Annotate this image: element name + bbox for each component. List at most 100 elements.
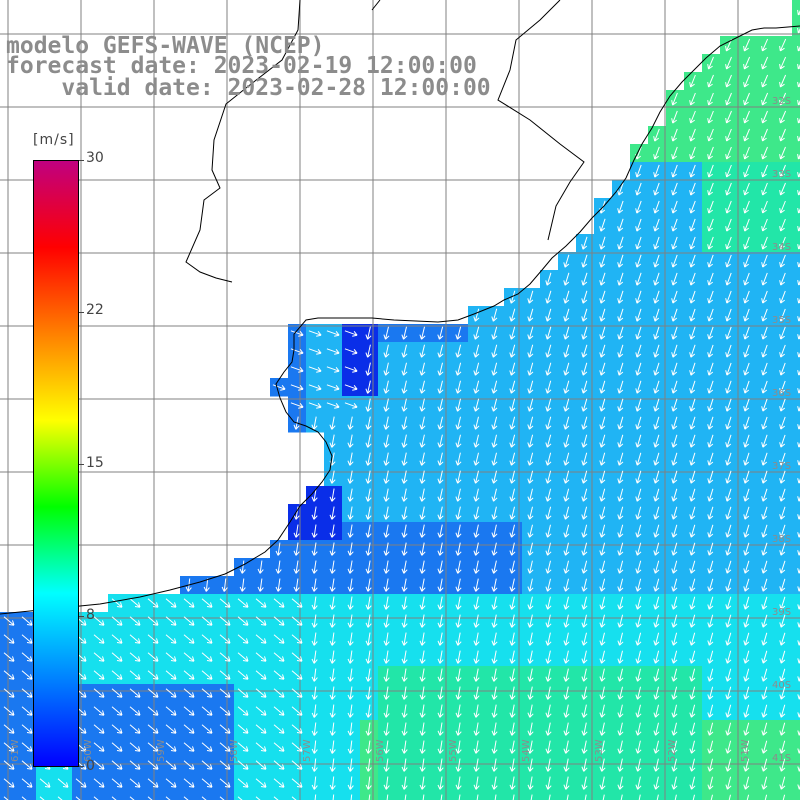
wind-arrow [311,668,318,682]
wind-arrow [237,706,249,716]
wind-arrow [707,110,714,124]
wind-arrow [237,688,249,698]
wind-arrow [689,380,696,394]
wind-arrow [147,796,153,800]
wind-arrow [545,578,552,592]
wind-arrow [581,506,588,520]
wind-arrow [273,688,285,698]
wind-arrow [707,668,714,682]
wind-arrow [455,488,462,502]
wind-arrow [671,722,678,736]
wind-arrow [563,326,570,340]
wind-arrow [401,506,408,520]
wind-arrow [527,632,534,646]
colorbar-tick-label: 0 [86,758,95,774]
wind-arrow [21,688,33,698]
wind-arrow [401,362,408,376]
wind-speed-cell [792,216,800,235]
wind-arrow [509,506,516,520]
wind-arrow [473,524,480,538]
wind-arrow [725,578,732,592]
wind-arrow [491,380,498,394]
wind-arrow [671,416,678,430]
longitude-label: 60W [83,739,94,762]
wind-arrow [437,542,444,556]
forecast-date: forecast date: 2023-02-19 12:00:00 [6,53,477,79]
wind-arrow [635,650,642,664]
wind-arrow [653,380,660,394]
wind-arrow [617,506,624,520]
wind-arrow [401,524,408,538]
wind-arrow [419,470,426,484]
wind-arrow [653,776,660,790]
wind-arrow [255,670,267,680]
longitude-labels: 61W 60W 59W 58W 57W 56W 55W 54W 53W 52W 51W [10,739,751,762]
wind-arrow [509,344,516,358]
wind-arrow [710,794,713,800]
wind-arrow [545,650,552,664]
wind-speed-cell [126,792,145,800]
wind-arrow [635,326,642,340]
wind-arrow [725,488,732,502]
wind-arrow [291,706,303,716]
wind-arrow [635,344,642,358]
wind-arrow [491,650,498,664]
wind-arrow [599,668,606,682]
wind-arrow [509,542,516,556]
wind-arrow [527,704,534,718]
wind-arrow [329,722,336,736]
wind-arrow [473,308,480,322]
wind-arrow [347,578,354,592]
wind-arrow [797,280,800,286]
wind-arrow [437,470,444,484]
wind-speed-cell [792,0,800,19]
wind-arrow [545,596,552,610]
wind-arrow [383,758,390,772]
wind-arrow [617,434,624,448]
wind-arrow [437,722,444,736]
wind-arrow [689,542,696,556]
wind-arrow [599,632,606,646]
wind-arrow [419,326,426,340]
wind-arrow [563,614,570,628]
model-title: modelo GEFS-WAVE (NCEP) [6,33,325,59]
wind-arrow [707,164,714,178]
wind-arrow [581,758,588,772]
wind-arrow [293,524,300,538]
wind-arrow [671,704,678,718]
wind-arrow [491,524,498,538]
wind-arrow [491,686,498,700]
wind-arrow [617,740,624,754]
wind-arrow [689,488,696,502]
latitude-label: 38S [772,534,791,545]
wind-arrow [147,598,159,608]
wind-arrow [491,506,498,520]
wind-arrow [779,506,786,520]
wind-arrow [291,778,303,788]
wind-arrow [635,578,642,592]
wind-arrow [689,164,696,178]
wind-arrow [491,776,498,790]
wind-arrow [743,470,750,484]
wind-arrow [779,290,786,304]
wind-arrow [779,596,786,610]
wind-arrow [635,614,642,628]
wind-arrow [689,92,696,106]
wind-arrow [311,560,318,574]
wind-arrow [329,470,336,484]
wind-arrow [437,614,444,628]
wind-arrow [779,380,786,394]
wind-arrow [291,652,303,662]
wind-arrow [473,596,480,610]
wind-arrow [761,650,768,664]
wind-arrow [743,218,750,232]
wind-arrow [599,272,606,286]
wind-arrow [545,614,552,628]
wind-arrow [314,794,317,800]
latitude-label: 39S [772,607,791,618]
wind-arrow [509,524,516,538]
wind-arrow [419,632,426,646]
wind-speed-cell [792,252,800,271]
wind-arrow [347,632,354,646]
colorbar-tick-mark [79,464,84,465]
